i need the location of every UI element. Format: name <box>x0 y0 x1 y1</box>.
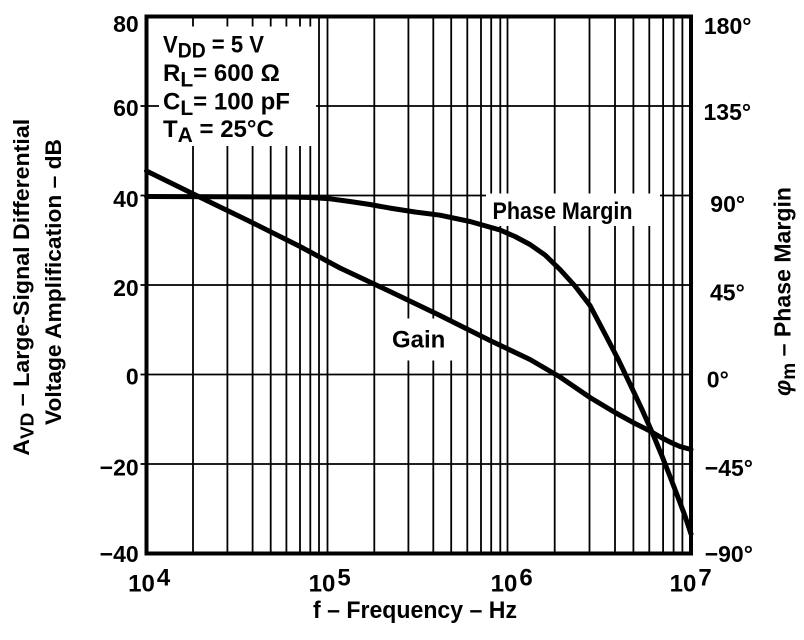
svg-text:0: 0 <box>126 364 139 390</box>
svg-text:f – Frequency – Hz: f – Frequency – Hz <box>313 597 517 624</box>
svg-text:135°: 135° <box>704 99 752 125</box>
svg-text:AVD – Large-Signal Differentia: AVD – Large-Signal Differential <box>9 119 38 456</box>
svg-text:0°: 0° <box>707 367 729 393</box>
svg-text:Voltage Amplification – dB: Voltage Amplification – dB <box>41 139 66 425</box>
svg-text:10: 10 <box>309 571 336 598</box>
svg-text:10: 10 <box>491 571 518 598</box>
svg-text:7: 7 <box>698 565 711 592</box>
svg-text:−90°: −90° <box>705 541 753 567</box>
svg-text:90°: 90° <box>710 191 745 217</box>
svg-text:RL= 600 Ω: RL= 600 Ω <box>163 60 280 91</box>
svg-text:Gain: Gain <box>392 327 445 354</box>
svg-text:Phase Margin: Phase Margin <box>493 198 633 225</box>
svg-text:60: 60 <box>113 95 139 121</box>
svg-text:5: 5 <box>337 565 350 592</box>
svg-text:6: 6 <box>519 565 532 592</box>
svg-text:180°: 180° <box>704 13 752 39</box>
svg-text:−40: −40 <box>100 541 139 567</box>
svg-text:φm – Phase Margin: φm – Phase Margin <box>770 187 801 396</box>
svg-text:40: 40 <box>113 186 139 212</box>
svg-text:10: 10 <box>128 571 155 598</box>
svg-text:4: 4 <box>157 565 171 592</box>
svg-text:−20: −20 <box>100 454 139 480</box>
svg-text:20: 20 <box>113 275 139 301</box>
svg-text:−45°: −45° <box>705 455 753 481</box>
svg-text:80: 80 <box>113 11 139 37</box>
svg-text:45°: 45° <box>710 280 745 306</box>
svg-text:10: 10 <box>670 571 697 598</box>
